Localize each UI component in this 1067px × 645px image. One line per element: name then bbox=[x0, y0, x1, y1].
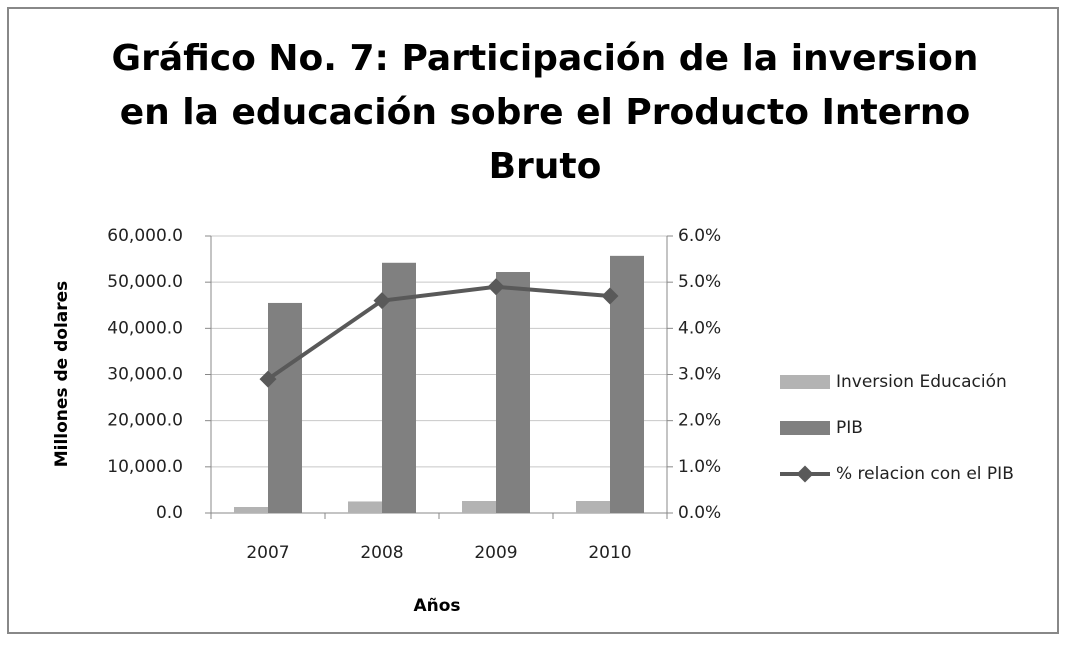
y2-tick-label: 0.0% bbox=[678, 503, 721, 523]
chart-title: en la educación sobre el Producto Intern… bbox=[120, 92, 971, 133]
y-tick-label: 30,000.0 bbox=[107, 365, 183, 385]
x-tick-label: 2007 bbox=[246, 543, 289, 563]
bar bbox=[348, 501, 382, 513]
y-tick-label: 60,000.0 bbox=[107, 226, 183, 246]
y2-tick-label: 2.0% bbox=[678, 411, 721, 431]
y-tick-label: 10,000.0 bbox=[107, 457, 183, 477]
bar bbox=[496, 272, 530, 513]
chart-title: Gráfico No. 7: Participación de la inver… bbox=[112, 38, 979, 79]
x-tick-label: 2010 bbox=[588, 543, 631, 563]
legend-swatch bbox=[780, 421, 830, 435]
bar bbox=[462, 500, 496, 513]
x-axis-label: Años bbox=[413, 596, 460, 616]
line-marker bbox=[601, 287, 619, 305]
bar bbox=[234, 506, 268, 513]
chart-border bbox=[7, 7, 1059, 634]
y2-tick-label: 4.0% bbox=[678, 318, 721, 338]
y-tick-label: 0.0 bbox=[156, 503, 183, 523]
legend-swatch bbox=[780, 375, 830, 389]
line bbox=[266, 284, 611, 381]
chart-title: Bruto bbox=[489, 146, 602, 187]
x-tick-label: 2009 bbox=[474, 543, 517, 563]
y2-tick-label: 1.0% bbox=[678, 457, 721, 477]
line-marker bbox=[373, 292, 391, 310]
y2-tick-label: 3.0% bbox=[678, 365, 721, 385]
line-marker bbox=[487, 278, 505, 296]
legend-label: PIB bbox=[836, 418, 863, 438]
line-marker bbox=[259, 370, 277, 388]
y-tick-label: 20,000.0 bbox=[107, 411, 183, 431]
y2-tick-label: 6.0% bbox=[678, 226, 721, 246]
y-tick-label: 50,000.0 bbox=[107, 272, 183, 292]
bar bbox=[382, 262, 416, 513]
bar bbox=[268, 302, 302, 513]
y2-tick-label: 5.0% bbox=[678, 272, 721, 292]
y-tick-label: 40,000.0 bbox=[107, 318, 183, 338]
bar bbox=[576, 500, 610, 513]
x-tick-label: 2008 bbox=[360, 543, 403, 563]
legend-label: Inversion Educación bbox=[836, 372, 1007, 392]
legend-swatch bbox=[796, 465, 814, 483]
legend-label: % relacion con el PIB bbox=[836, 464, 1014, 484]
y-axis-label: Millones de dolares bbox=[52, 281, 72, 468]
